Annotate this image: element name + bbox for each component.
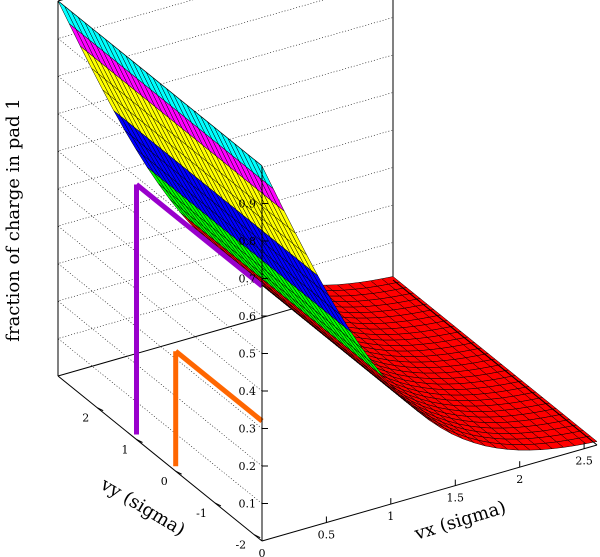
z-tick-label: 0.2 [239,460,257,473]
y-tick-label: 1 [122,444,129,457]
x-tick-label: 1 [387,510,394,523]
z-tick-label: 0.8 [239,235,257,248]
z-tick-label: 0.3 [239,423,257,436]
guide-line-horizontal [134,182,264,288]
y-tick-label: -2 [235,539,246,552]
z-gridline [57,167,394,429]
y-tick-label: -1 [196,507,207,520]
x-tick-label: 1.5 [447,492,465,505]
z-tick-label: 0.9 [239,198,257,211]
z-gridline [57,54,394,317]
y-tick [136,439,143,443]
x-axis-line [261,444,598,542]
y-tick [175,470,182,475]
x-tick-label: 0.5 [318,529,336,542]
x-tick-label: 2.5 [575,455,593,468]
axis-ticks: 0.1 0.2 0.3 0.4 0.5 0.6 0.7 0.8 0.9 0 0.5 1 1.5 2 2.5 -… [82,198,593,557]
y-tick-label: 0 [161,475,168,488]
z-axis-title: fraction of charge in pad 1 [3,98,24,341]
z-gridline [57,204,394,467]
z-gridline [57,129,394,392]
z-tick-label: 0.6 [239,310,257,323]
z-tick-label: 0.1 [239,498,257,511]
z-tick-label: 0.4 [239,385,257,398]
z-gridline [57,92,394,354]
z-tick-label: 0.7 [239,273,257,286]
x-tick-label: 0 [259,547,266,557]
y-tick [96,407,104,412]
y-axis-title: vy (sigma) [96,473,189,540]
y-tick-label: 2 [82,412,89,425]
y-tick [253,534,261,539]
z-tick-label: 0.5 [239,348,257,361]
box-edge [57,375,263,542]
guide-lines [134,182,264,467]
z-gridline [57,242,394,504]
x-tick-label: 2 [516,473,523,486]
box-edge [392,279,598,446]
box-edge [57,0,64,2]
guide-line-horizontal [174,349,264,423]
y-tick [214,502,222,507]
